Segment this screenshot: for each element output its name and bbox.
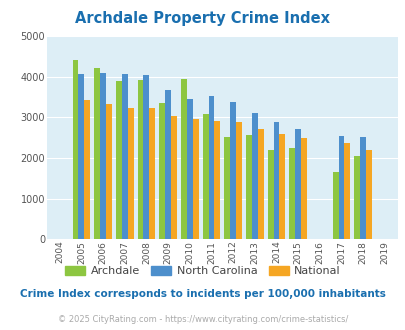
Bar (343, 144, 350, 239)
Bar (208, 96, 214, 239)
Bar (159, 103, 165, 239)
Bar (230, 102, 235, 239)
Bar (143, 75, 149, 239)
Bar (224, 137, 230, 239)
Bar (245, 135, 251, 239)
Bar (127, 108, 133, 239)
Bar (294, 129, 301, 239)
Bar (251, 113, 257, 239)
Bar (165, 90, 171, 239)
Bar (257, 129, 263, 239)
Bar (267, 150, 273, 239)
Text: © 2025 CityRating.com - https://www.cityrating.com/crime-statistics/: © 2025 CityRating.com - https://www.city… (58, 315, 347, 324)
Bar (279, 134, 285, 239)
Bar (122, 74, 127, 239)
Bar (72, 60, 78, 239)
Bar (192, 119, 198, 239)
Text: Crime Index corresponds to incidents per 100,000 inhabitants: Crime Index corresponds to incidents per… (20, 289, 385, 299)
Bar (338, 136, 343, 239)
Legend: Archdale, North Carolina, National: Archdale, North Carolina, National (61, 261, 344, 280)
Bar (289, 148, 294, 239)
Bar (94, 68, 100, 239)
Bar (332, 172, 338, 239)
Bar (359, 137, 365, 239)
Text: Archdale Property Crime Index: Archdale Property Crime Index (75, 11, 330, 25)
Bar (78, 74, 84, 239)
Bar (273, 122, 279, 239)
Bar (235, 122, 241, 239)
Bar (137, 80, 143, 239)
Bar (100, 73, 106, 239)
Bar (171, 116, 177, 239)
Bar (301, 138, 306, 239)
Bar (181, 79, 186, 239)
Bar (214, 121, 220, 239)
Bar (84, 100, 90, 239)
Bar (365, 150, 371, 239)
Bar (149, 108, 155, 239)
Bar (186, 99, 192, 239)
Bar (354, 156, 359, 239)
Bar (202, 114, 208, 239)
Bar (116, 81, 121, 239)
Bar (106, 104, 111, 239)
